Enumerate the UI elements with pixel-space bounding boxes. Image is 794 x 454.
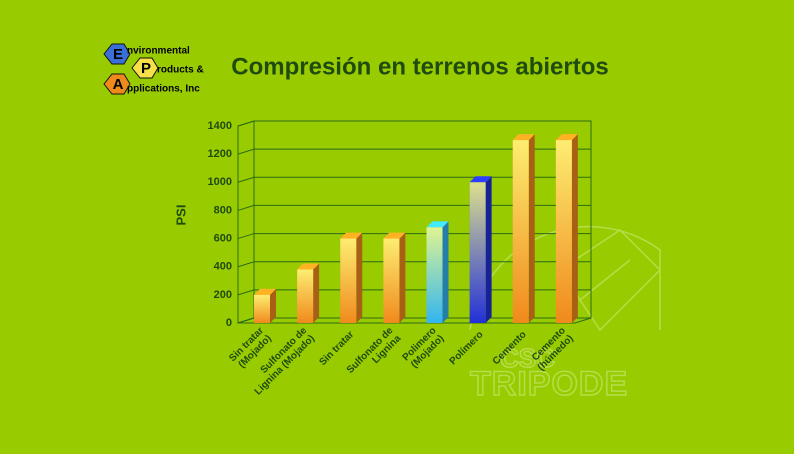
logo-letter: E: [113, 46, 123, 63]
bar-top: [383, 232, 406, 239]
bar: [340, 232, 363, 323]
bar: [254, 288, 276, 323]
bar: [512, 134, 535, 323]
bar-side: [528, 134, 535, 323]
grid-line: [237, 148, 591, 155]
bar: [383, 232, 406, 323]
logo-letter: P: [141, 60, 151, 77]
logo-letter: A: [113, 76, 124, 93]
logo-text: pplications, Inc: [127, 84, 200, 95]
bar-shine: [254, 294, 270, 323]
bar-top: [254, 288, 276, 295]
y-tick-label: 200: [214, 289, 232, 301]
watermark: CSC TRIPODE: [469, 225, 662, 404]
bar: [297, 263, 320, 323]
bar-top: [340, 232, 363, 239]
bar-top: [426, 221, 449, 228]
bar-side: [485, 176, 492, 323]
bar-shine: [297, 269, 314, 323]
y-tick-label: 0: [226, 317, 232, 329]
logo: E P A nvironmental roducts & pplications…: [103, 43, 204, 95]
y-tick-label: 800: [214, 204, 232, 216]
bar-side: [399, 232, 406, 323]
watermark-top: CSC: [500, 343, 555, 373]
bar-side: [356, 232, 363, 323]
bar-shine: [340, 238, 357, 323]
chart-title: Compresión en terrenos abiertos: [231, 53, 608, 80]
bar-top: [297, 263, 320, 270]
grid-line: [237, 120, 591, 127]
bar-shine: [469, 182, 486, 323]
bar: [469, 176, 492, 323]
y-tick-label: 1200: [208, 148, 232, 160]
y-tick-label: 1400: [208, 120, 232, 132]
bar-shine: [426, 227, 443, 323]
watermark-bottom: TRIPODE: [470, 365, 628, 403]
bar-side: [442, 221, 449, 323]
bar: [555, 134, 578, 323]
bar: [426, 221, 449, 323]
bar-side: [270, 288, 276, 323]
logo-text: nvironmental: [127, 46, 190, 57]
bar-shine: [383, 238, 400, 323]
y-tick-label: 600: [214, 232, 232, 244]
bar-top: [469, 176, 492, 183]
y-tick-label: 400: [214, 261, 232, 273]
bar-shine: [512, 140, 529, 323]
bar-side: [313, 263, 320, 323]
bar-top: [555, 134, 578, 141]
bar-shine: [555, 140, 572, 323]
bar-top: [512, 134, 535, 141]
y-axis-label: PSI: [173, 205, 188, 226]
bar-side: [571, 134, 578, 323]
logo-text: roducts &: [157, 65, 204, 76]
y-tick-label: 1000: [208, 176, 232, 188]
